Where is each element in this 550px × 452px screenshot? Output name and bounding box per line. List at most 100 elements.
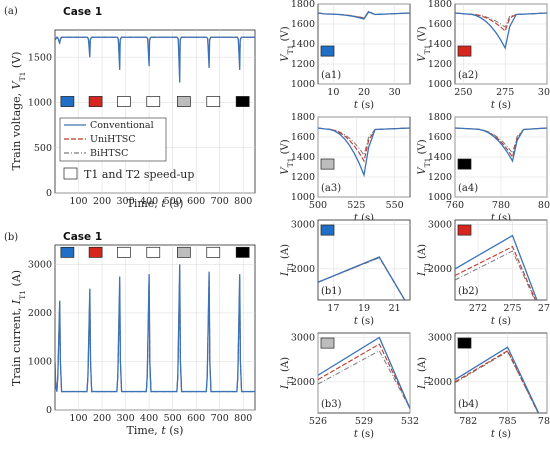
legend-label-conventional: Conventional [90, 120, 154, 131]
x-axis-label: Time, t (s) [127, 424, 184, 437]
y-tick-label: 1200 [428, 59, 452, 70]
marker-5 [206, 246, 221, 258]
x-tick-label: 800 [234, 413, 252, 424]
y-tick-label: 3000 [291, 333, 315, 344]
marker-4 [177, 246, 191, 258]
x-tick-label: 300 [117, 413, 135, 424]
series-conventional [455, 234, 538, 300]
y-tick-label: 1800 [428, 112, 452, 123]
marker-6 [235, 96, 250, 107]
x-tick-label: 200 [93, 196, 111, 207]
chart-a2: 250 275 300 1000 1200 1400 1600 1800 (a2) VT1 (V)… [417, 0, 550, 111]
x-tick-label: 529 [355, 416, 373, 427]
y-tick-label: 2000 [428, 264, 452, 275]
x-axis-label: t (s) [354, 213, 374, 224]
chart-a: 100 200 300 400 500 600 700 800 0 500 1000 1500 (a) C… [4, 6, 256, 210]
legend-label-bihtsc: BiHTSC [90, 148, 128, 159]
marker [457, 45, 472, 57]
y-tick-label: 1800 [291, 112, 315, 123]
x-tick-label: 526 [309, 416, 327, 427]
x-tick-label: 20 [358, 87, 370, 98]
y-axis-label: Train current, IT1 (A) [10, 270, 27, 386]
marker [320, 224, 335, 236]
plot-area [54, 244, 256, 411]
panel-label: (a4) [458, 183, 478, 194]
y-tick-label: 3000 [428, 220, 452, 231]
y-tick-label: 3000 [428, 333, 452, 344]
y-tick-label: 1200 [291, 59, 315, 70]
x-axis-label: t (s) [354, 100, 374, 111]
y-tick-label: 1000 [428, 192, 452, 203]
x-axis-label: t (s) [491, 316, 511, 327]
x-axis-label: t (s) [491, 100, 511, 111]
x-tick-label: 100 [69, 196, 87, 207]
marker-6 [235, 246, 250, 258]
series-conventional [318, 11, 410, 20]
x-tick-label: 600 [187, 196, 205, 207]
y-tick-label: 3000 [28, 260, 52, 271]
y-tick-label: 0 [46, 405, 52, 416]
y-tick-label: 1200 [428, 172, 452, 183]
x-tick-label: 400 [140, 196, 158, 207]
series-unihtsc [318, 127, 410, 163]
x-tick-label: 250 [454, 87, 472, 98]
panel-label: (b2) [458, 286, 479, 297]
y-axis-label: VT1 (V) [417, 26, 432, 61]
series-conventional [55, 264, 255, 393]
marker [457, 224, 472, 236]
series-conventional [455, 12, 547, 50]
y-axis-label: IT1 (A) [280, 357, 295, 390]
chart-a1: 10 20 30 1000 1200 1400 1600 1800 (a1) VT1 (V) t (… [280, 0, 411, 111]
x-tick-label: 550 [386, 200, 404, 211]
speedup-label: T1 and T2 speed-up [84, 168, 194, 181]
y-axis-label: VT1 (V) [280, 139, 295, 174]
x-tick-label: 760 [446, 200, 464, 211]
marker [320, 45, 335, 57]
x-axis-label: t (s) [354, 316, 374, 327]
y-tick-label: 2000 [291, 377, 315, 388]
y-axis-label: Train voltage, VT1 (V) [10, 52, 27, 171]
x-tick-label: 19 [358, 303, 370, 314]
y-tick-label: 1600 [291, 132, 315, 143]
marker-2 [117, 96, 131, 107]
panel-label: (b3) [321, 399, 342, 410]
panel-label: (b) [4, 232, 18, 243]
series-conventional [455, 346, 540, 413]
x-tick-label: 500 [309, 200, 327, 211]
marker [457, 158, 472, 170]
x-tick-label: 700 [211, 413, 229, 424]
x-tick-label: 300 [117, 196, 135, 207]
x-tick-label: 525 [347, 200, 365, 211]
panel-label: (b1) [321, 286, 342, 297]
x-tick-label: 21 [389, 303, 401, 314]
x-tick-label: 782 [459, 416, 477, 427]
marker-0 [60, 246, 75, 258]
y-tick-label: 1200 [291, 172, 315, 183]
marker-4 [177, 96, 191, 107]
x-axis-label: Time, t (s) [127, 197, 184, 210]
panel-label: (a3) [321, 183, 341, 194]
series-conventional [318, 336, 410, 409]
x-axis-label: t (s) [354, 429, 374, 440]
x-tick-label: 300 [538, 87, 550, 98]
panel-label: (b4) [458, 399, 479, 410]
y-axis-label: VT1 (V) [417, 139, 432, 174]
x-tick-label: 700 [211, 196, 229, 207]
panel-label: (a2) [458, 70, 478, 81]
y-tick-label: 1600 [291, 19, 315, 30]
marker-1 [88, 96, 103, 107]
x-tick-label: 278 [538, 303, 550, 314]
y-tick-label: 1000 [428, 79, 452, 90]
x-tick-label: 500 [164, 196, 182, 207]
y-axis-label: IT1 (A) [280, 244, 295, 277]
y-tick-label: 1800 [291, 0, 315, 10]
x-tick-label: 30 [389, 87, 401, 98]
y-tick-label: 1000 [291, 79, 315, 90]
series-conventional [55, 36, 255, 83]
y-tick-label: 1800 [428, 0, 452, 10]
y-tick-label: 1400 [291, 39, 315, 50]
x-axis-label: t (s) [491, 429, 511, 440]
x-tick-label: 272 [469, 303, 487, 314]
y-tick-label: 0 [46, 188, 52, 199]
legend: Conventional UniHTSC BiHTSC T1 and T2 speed… [59, 117, 194, 181]
